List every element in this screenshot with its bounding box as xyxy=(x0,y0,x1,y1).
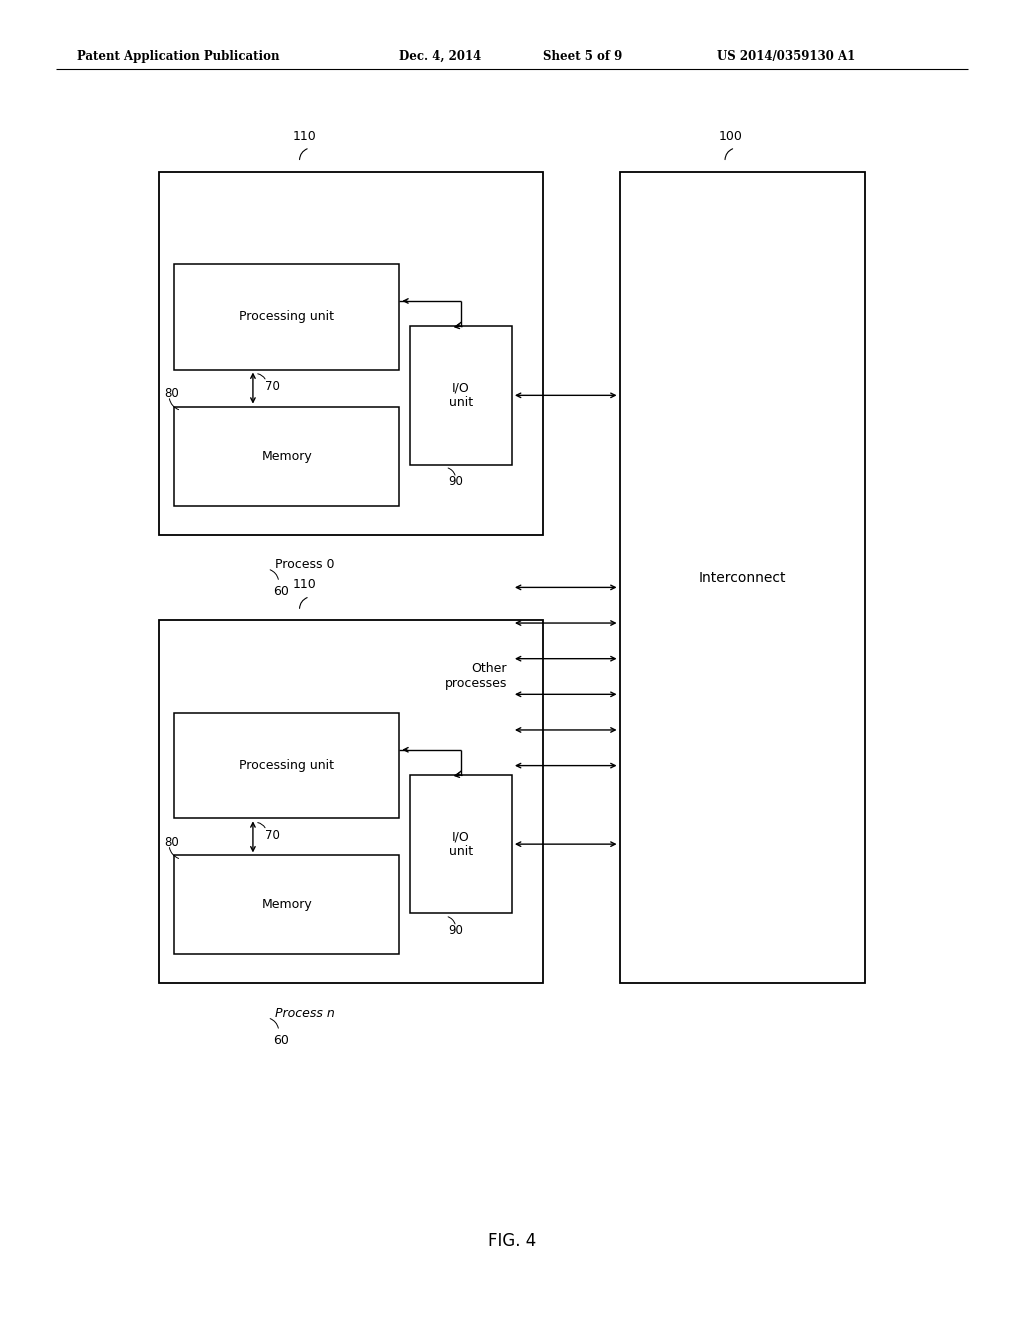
Bar xyxy=(410,326,512,465)
Bar xyxy=(159,620,543,983)
Text: Processing unit: Processing unit xyxy=(240,759,334,772)
Bar xyxy=(410,775,512,913)
Text: Other
processes: Other processes xyxy=(444,663,507,690)
Text: US 2014/0359130 A1: US 2014/0359130 A1 xyxy=(717,50,855,63)
Text: 110: 110 xyxy=(293,129,316,143)
Bar xyxy=(620,172,865,983)
Text: Memory: Memory xyxy=(261,899,312,911)
Text: 60: 60 xyxy=(272,585,289,598)
Bar xyxy=(174,264,399,370)
Text: Sheet 5 of 9: Sheet 5 of 9 xyxy=(543,50,622,63)
Bar xyxy=(159,172,543,535)
Bar xyxy=(174,713,399,818)
Text: FIG. 4: FIG. 4 xyxy=(487,1232,537,1250)
Text: 90: 90 xyxy=(449,924,463,937)
Text: 70: 70 xyxy=(265,380,281,393)
Text: 80: 80 xyxy=(164,387,178,400)
Text: 90: 90 xyxy=(449,475,463,488)
Text: Processing unit: Processing unit xyxy=(240,310,334,323)
Text: Process n: Process n xyxy=(274,1007,335,1020)
Bar xyxy=(174,855,399,954)
Text: I/O
unit: I/O unit xyxy=(449,830,473,858)
Text: 110: 110 xyxy=(293,578,316,591)
Bar xyxy=(174,407,399,506)
Text: I/O
unit: I/O unit xyxy=(449,381,473,409)
Text: Interconnect: Interconnect xyxy=(698,570,786,585)
Text: 100: 100 xyxy=(718,129,742,143)
Text: 80: 80 xyxy=(164,836,178,849)
Text: 70: 70 xyxy=(265,829,281,842)
Text: Dec. 4, 2014: Dec. 4, 2014 xyxy=(399,50,481,63)
Text: Memory: Memory xyxy=(261,450,312,462)
Text: 60: 60 xyxy=(272,1034,289,1047)
Text: Patent Application Publication: Patent Application Publication xyxy=(77,50,280,63)
Text: Process 0: Process 0 xyxy=(274,558,335,572)
